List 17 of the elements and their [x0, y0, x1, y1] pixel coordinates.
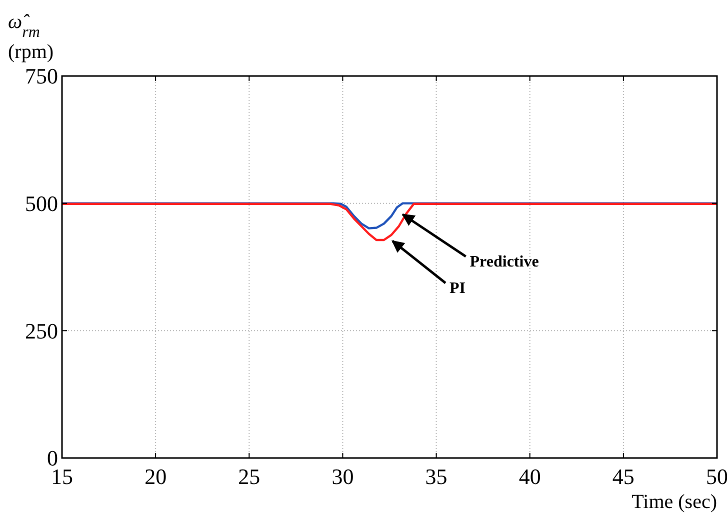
x-tick-label: 30 — [332, 464, 354, 489]
x-tick-label: 35 — [425, 464, 448, 489]
annotation: PI — [450, 280, 466, 297]
line-series — [60, 202, 718, 242]
y-axis-title: ω̂$_{rm}$ (rpm) — [8, 11, 54, 63]
x-tick-label: 50 — [706, 464, 727, 489]
x-tick-label: 45 — [612, 464, 634, 489]
x-tick-label: 25 — [238, 464, 260, 489]
x-tick-label: 20 — [144, 464, 167, 489]
y-tick-label: 500 — [25, 191, 58, 216]
y-tick-label: 750 — [25, 64, 58, 89]
line-series — [60, 202, 718, 230]
y-tick-label: 250 — [25, 318, 58, 344]
annotation: Predictive — [470, 253, 539, 270]
y-tick-label: 0 — [47, 446, 58, 471]
x-axis-title: Time (sec) — [632, 491, 717, 513]
x-tick-label: 40 — [518, 464, 541, 489]
